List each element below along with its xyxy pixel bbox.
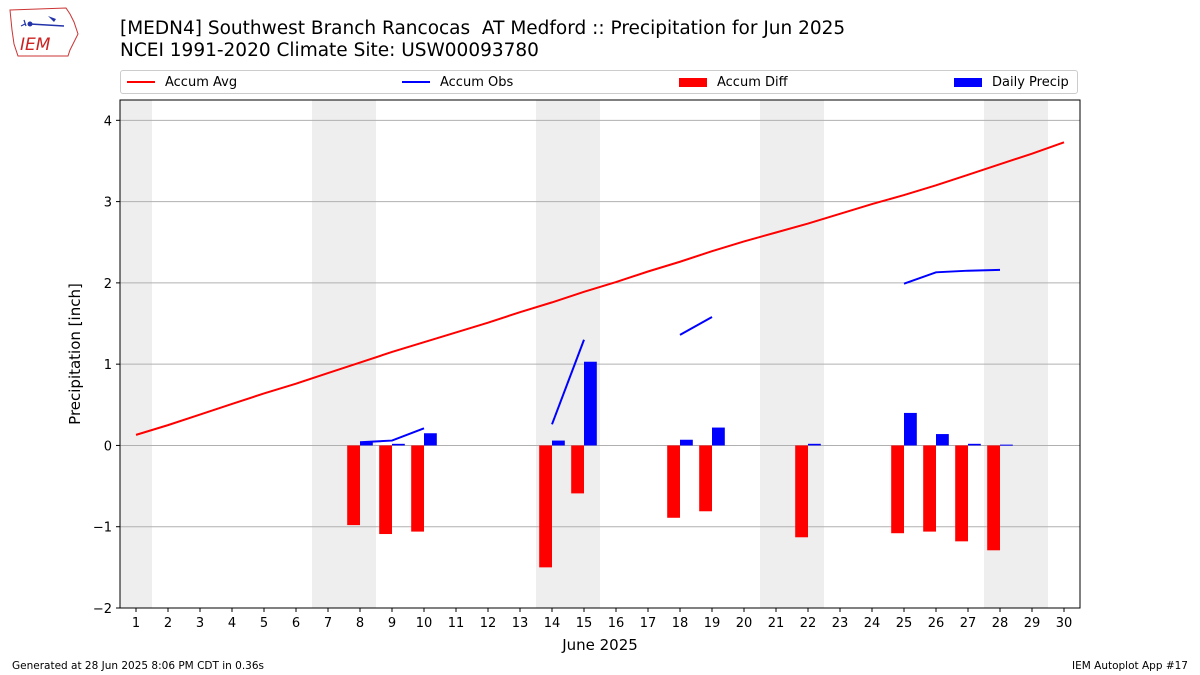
legend-label-accum-obs: Accum Obs — [440, 74, 514, 90]
x-tick-label: 20 — [736, 616, 753, 631]
accum-diff-bar — [347, 445, 360, 526]
x-tick-label: 15 — [576, 616, 593, 631]
x-tick-label: 19 — [704, 616, 721, 631]
accum-diff-bar — [539, 445, 552, 568]
x-tick-label: 4 — [228, 616, 236, 631]
accum-obs-line — [679, 316, 713, 336]
accum-diff-bar — [571, 445, 584, 494]
y-tick-label: 1 — [104, 358, 112, 373]
x-tick-label: 18 — [672, 616, 689, 631]
x-tick-label: 5 — [260, 616, 268, 631]
y-tick-label: −2 — [93, 602, 112, 617]
weekend-band — [760, 100, 824, 608]
legend-item-accum-avg: Accum Avg — [127, 71, 237, 93]
iem-logo-icon: IEM — [9, 7, 79, 57]
x-tick-label: 6 — [292, 616, 300, 631]
y-axis-ticks: −2 −1 0 1 2 3 4 — [93, 114, 120, 617]
daily-precip-bar — [968, 443, 981, 446]
x-tick-label: 7 — [324, 616, 332, 631]
legend-item-daily-precip: Daily Precip — [954, 71, 1069, 93]
x-axis-ticks: 1 2 3 4 5 6 7 8 9 10 11 12 13 14 15 16 17 18 19 20 21 22 23 24 2… — [132, 608, 1072, 631]
x-tick-label: 3 — [196, 616, 204, 631]
y-tick-label: 3 — [104, 196, 112, 211]
legend-swatch-accum-avg — [127, 81, 155, 83]
y-tick-label: −1 — [93, 521, 112, 536]
x-tick-label: 17 — [640, 616, 657, 631]
accum-diff-bar — [987, 445, 1000, 551]
legend-swatch-accum-diff — [679, 77, 707, 87]
daily-precip-bar — [1000, 444, 1013, 446]
accum-diff-bar — [699, 445, 712, 512]
x-tick-label: 26 — [928, 616, 945, 631]
accum-diff-bar — [411, 445, 424, 532]
weekend-band — [312, 100, 376, 608]
x-tick-label: 24 — [864, 616, 881, 631]
x-tick-label: 25 — [896, 616, 913, 631]
legend-label-accum-avg: Accum Avg — [165, 74, 238, 90]
accum-obs-line — [903, 268, 1001, 285]
x-tick-label: 12 — [480, 616, 497, 631]
bars-layer — [347, 361, 1013, 568]
plot-frame — [119, 99, 1081, 609]
y-tick-label: 0 — [104, 439, 112, 454]
accum-diff-bar — [379, 445, 392, 535]
y-tick-label: 2 — [104, 277, 112, 292]
x-tick-label: 14 — [544, 616, 561, 631]
legend-item-accum-diff: Accum Diff — [679, 71, 788, 93]
accum-diff-bar — [891, 445, 904, 534]
x-tick-label: 29 — [1024, 616, 1041, 631]
daily-precip-bar — [552, 440, 565, 446]
daily-precip-bar — [808, 443, 821, 446]
chart-subtitle: NCEI 1991-2020 Climate Site: USW00093780 — [120, 40, 539, 61]
x-tick-label: 28 — [992, 616, 1009, 631]
x-tick-label: 21 — [768, 616, 785, 631]
x-tick-label: 10 — [416, 616, 433, 631]
daily-precip-bar — [360, 442, 373, 446]
daily-precip-bar — [712, 427, 725, 446]
accum-diff-bar — [923, 445, 936, 532]
x-tick-label: 23 — [832, 616, 849, 631]
x-tick-label: 9 — [388, 616, 396, 631]
legend-label-daily-precip: Daily Precip — [992, 74, 1069, 90]
accum-avg-line — [135, 141, 1065, 436]
x-axis-label: June 2025 — [561, 636, 638, 654]
daily-precip-bar — [680, 439, 693, 446]
x-tick-label: 13 — [512, 616, 529, 631]
app-footer: IEM Autoplot App #17 — [1072, 660, 1188, 672]
weekend-band — [120, 100, 152, 608]
accum-obs-line — [359, 427, 425, 444]
generated-footer: Generated at 28 Jun 2025 8:06 PM CDT in … — [12, 660, 265, 672]
daily-precip-bar — [424, 433, 437, 446]
chart-legend: Accum Avg Accum Obs Accum Diff Daily Pre… — [120, 70, 1078, 94]
lines-layer — [135, 141, 1065, 444]
x-tick-label: 1 — [132, 616, 140, 631]
x-tick-label: 2 — [164, 616, 172, 631]
daily-precip-bar — [392, 443, 405, 446]
legend-label-accum-diff: Accum Diff — [717, 74, 788, 90]
iem-logo: IEM — [8, 6, 80, 60]
daily-precip-bar — [936, 434, 949, 446]
x-tick-label: 8 — [356, 616, 364, 631]
accum-diff-bar — [955, 445, 968, 542]
logo-text: IEM — [20, 35, 51, 55]
x-tick-label: 27 — [960, 616, 977, 631]
legend-swatch-accum-obs — [402, 81, 430, 83]
accum-obs-line — [551, 339, 585, 425]
y-tick-label: 4 — [104, 114, 112, 129]
x-tick-label: 22 — [800, 616, 817, 631]
chart-title: [MEDN4] Southwest Branch Rancocas AT Med… — [120, 18, 846, 39]
x-tick-label: 30 — [1056, 616, 1073, 631]
x-tick-label: 16 — [608, 616, 625, 631]
x-tick-label: 11 — [448, 616, 465, 631]
legend-swatch-daily-precip — [954, 77, 982, 87]
accum-diff-bar — [795, 445, 808, 538]
y-axis-label: Precipitation [inch] — [66, 283, 84, 425]
daily-precip-bar — [904, 412, 917, 446]
weekend-bands — [120, 100, 1048, 608]
legend-item-accum-obs: Accum Obs — [402, 71, 513, 93]
accum-diff-bar — [667, 445, 680, 518]
daily-precip-bar — [584, 361, 597, 446]
